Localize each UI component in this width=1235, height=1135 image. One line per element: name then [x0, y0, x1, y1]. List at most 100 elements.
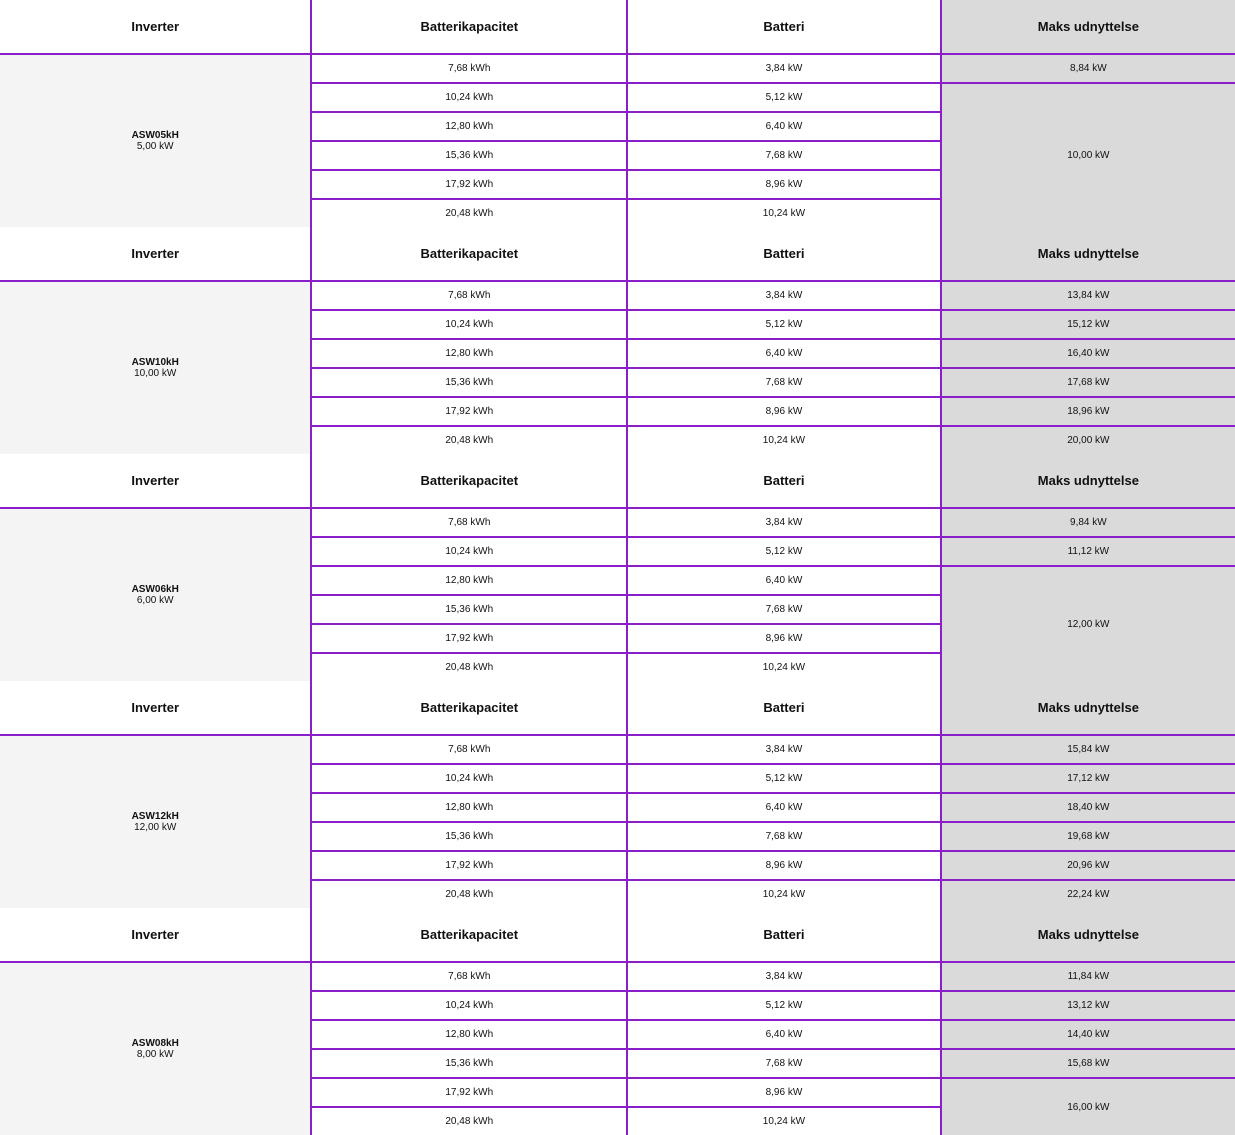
data-row: ASW05kH 5,00 kW 7,68 kWh 3,84 kW 8,84 kW: [0, 54, 1235, 227]
header-cell: Inverter: [0, 908, 312, 963]
max-usage-cell: 11,12 kW: [939, 536, 1235, 566]
capacity-cell: 7,68 kWh: [310, 508, 628, 537]
data-row: 15,36 kWh 7,68 kW 17,68 kW: [0, 367, 1235, 397]
battery-cell: 10,24 kW: [626, 879, 941, 908]
battery-cell: 8,96 kW: [626, 623, 941, 653]
inverter-power: 5,00 kW: [136, 141, 174, 152]
max-usage-cell: 16,40 kW: [939, 338, 1235, 368]
max-usage-cell: 15,68 kW: [939, 1048, 1235, 1078]
capacity-cell: 10,24 kWh: [310, 763, 628, 793]
inverter-cell: ASW10kH 10,00 kW: [0, 281, 312, 454]
max-usage-cell: 15,84 kW: [939, 735, 1235, 764]
battery-cell: 6,40 kW: [626, 792, 941, 822]
max-usage-cell: 20,96 kW: [939, 850, 1235, 880]
data-row: 12,80 kWh 6,40 kW: [0, 111, 1235, 141]
capacity-cell: 10,24 kWh: [310, 990, 628, 1020]
battery-cell: 5,12 kW: [626, 990, 941, 1020]
max-usage-cell: 13,12 kW: [939, 990, 1235, 1020]
capacity-cell: 17,92 kWh: [310, 169, 628, 199]
max-usage-cell: 22,24 kW: [939, 879, 1235, 908]
battery-cell: 3,84 kW: [626, 735, 941, 764]
header-row: Inverter Batterikapacitet Batteri Maks udny…: [0, 227, 1235, 282]
table-head: Inverter Batterikapacitet Batteri Maks udny…: [0, 227, 1235, 282]
table-body: ASW06kH 6,00 kW 7,68 kWh 3,84 kW 9,84 kW 10,2…: [0, 508, 1235, 681]
inverter-model: ASW06kH: [131, 584, 179, 595]
data-row: 17,92 kWh 8,96 kW: [0, 623, 1235, 653]
max-usage-cell: 18,96 kW: [939, 396, 1235, 426]
max-usage-cell: 9,84 kW: [939, 508, 1235, 537]
data-row: 10,24 kWh 5,12 kW 10,00 kW: [0, 82, 1235, 227]
header-cell: Batteri: [626, 227, 941, 282]
data-row: 15,36 kWh 7,68 kW: [0, 140, 1235, 170]
capacity-cell: 17,92 kWh: [310, 623, 628, 653]
battery-cell: 5,12 kW: [626, 309, 941, 339]
battery-cell: 5,12 kW: [626, 82, 941, 112]
data-row: 20,48 kWh 10,24 kW 20,00 kW: [0, 425, 1235, 454]
max-usage-cell: 10,00 kW: [939, 82, 1235, 227]
capacity-cell: 20,48 kWh: [310, 1106, 628, 1135]
capacity-cell: 15,36 kWh: [310, 367, 628, 397]
capacity-cell: 12,80 kWh: [310, 792, 628, 822]
battery-cell: 10,24 kW: [626, 652, 941, 681]
header-row: Inverter Batterikapacitet Batteri Maks udny…: [0, 908, 1235, 963]
data-row: 10,24 kWh 5,12 kW 17,12 kW: [0, 763, 1235, 793]
capacity-cell: 7,68 kWh: [310, 54, 628, 83]
battery-cell: 5,12 kW: [626, 763, 941, 793]
max-usage-cell: 13,84 kW: [939, 281, 1235, 310]
max-usage-cell: 12,00 kW: [939, 565, 1235, 681]
max-usage-cell: 15,12 kW: [939, 309, 1235, 339]
capacity-cell: 12,80 kWh: [310, 338, 628, 368]
capacity-cell: 17,92 kWh: [310, 396, 628, 426]
data-row: 17,92 kWh 8,96 kW 18,96 kW: [0, 396, 1235, 426]
table-body: ASW05kH 5,00 kW 7,68 kWh 3,84 kW 8,84 kW 10,2…: [0, 54, 1235, 227]
battery-cell: 3,84 kW: [626, 281, 941, 310]
inverter-cell: ASW05kH 5,00 kW: [0, 54, 312, 227]
battery-cell: 8,96 kW: [626, 1077, 941, 1107]
table-head: Inverter Batterikapacitet Batteri Maks udny…: [0, 681, 1235, 736]
max-usage-cell: 17,68 kW: [939, 367, 1235, 397]
table-body: ASW10kH 10,00 kW 7,68 kWh 3,84 kW 13,84 kW 10…: [0, 281, 1235, 454]
battery-cell: 10,24 kW: [626, 1106, 941, 1135]
battery-cell: 3,84 kW: [626, 54, 941, 83]
data-row: ASW08kH 8,00 kW 7,68 kWh 3,84 kW 11,84 kW: [0, 962, 1235, 1135]
header-cell: Maks udnyttelse: [939, 454, 1235, 509]
inverter-cell: ASW06kH 6,00 kW: [0, 508, 312, 681]
table-card: Inverter Batterikapacitet Batteri Maks udny…: [0, 227, 1235, 454]
battery-cell: 8,96 kW: [626, 850, 941, 880]
capacity-cell: 20,48 kWh: [310, 198, 628, 227]
capacity-cell: 20,48 kWh: [310, 652, 628, 681]
table-head: Inverter Batterikapacitet Batteri Maks udny…: [0, 454, 1235, 509]
battery-cell: 10,24 kW: [626, 198, 941, 227]
data-row: 17,92 kWh 8,96 kW 20,96 kW: [0, 850, 1235, 880]
inverter-model: ASW12kH: [131, 811, 179, 822]
table-body: ASW12kH 12,00 kW 7,68 kWh 3,84 kW 15,84 kW 10…: [0, 735, 1235, 908]
capacity-cell: 12,80 kWh: [310, 565, 628, 595]
capacity-cell: 10,24 kWh: [310, 536, 628, 566]
battery-cell: 7,68 kW: [626, 821, 941, 851]
max-usage-cell: 8,84 kW: [939, 54, 1235, 83]
header-cell: Batteri: [626, 681, 941, 736]
max-usage-cell: 18,40 kW: [939, 792, 1235, 822]
battery-cell: 7,68 kW: [626, 367, 941, 397]
capacity-cell: 15,36 kWh: [310, 140, 628, 170]
header-cell: Inverter: [0, 227, 312, 282]
capacity-cell: 7,68 kWh: [310, 281, 628, 310]
capacity-cell: 15,36 kWh: [310, 821, 628, 851]
header-row: Inverter Batterikapacitet Batteri Maks udny…: [0, 454, 1235, 509]
data-row: 10,24 kWh 5,12 kW 11,12 kW: [0, 536, 1235, 566]
header-cell: Batteri: [626, 454, 941, 509]
table-card: Inverter Batterikapacitet Batteri Maks udny…: [0, 0, 1235, 227]
header-cell: Maks udnyttelse: [939, 681, 1235, 736]
header-cell: Inverter: [0, 0, 312, 55]
capacity-cell: 7,68 kWh: [310, 735, 628, 764]
inverter-cell: ASW12kH 12,00 kW: [0, 735, 312, 908]
battery-cell: 7,68 kW: [626, 1048, 941, 1078]
max-usage-cell: 19,68 kW: [939, 821, 1235, 851]
data-row: 12,80 kWh 6,40 kW 12,00 kW: [0, 565, 1235, 681]
data-row: 20,48 kWh 10,24 kW: [0, 198, 1235, 227]
table-body: ASW08kH 8,00 kW 7,68 kWh 3,84 kW 11,84 kW 10,…: [0, 962, 1235, 1135]
spec-table: Inverter Batterikapacitet Batteri Maks udny…: [0, 454, 1235, 681]
capacity-cell: 12,80 kWh: [310, 111, 628, 141]
capacity-cell: 10,24 kWh: [310, 309, 628, 339]
